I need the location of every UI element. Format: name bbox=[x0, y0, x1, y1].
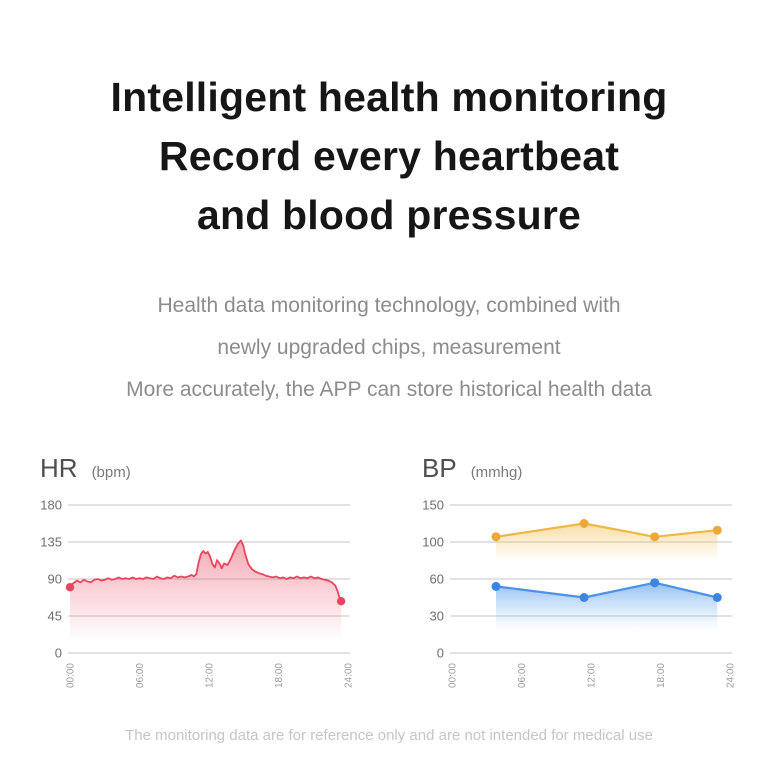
x-axis-tick-label: 06:00 bbox=[135, 663, 146, 688]
x-axis-tick-label: 18:00 bbox=[274, 663, 285, 688]
diastolic-point bbox=[712, 593, 722, 602]
heart-rate-area bbox=[70, 540, 342, 641]
y-axis-tick-label: 45 bbox=[48, 609, 62, 624]
y-axis-tick-label: 180 bbox=[40, 498, 62, 513]
y-axis-tick-label: 150 bbox=[422, 498, 444, 513]
page-subtitle: Health data monitoring technology, combi… bbox=[0, 285, 778, 411]
charts-row: HR (bpm) 180 135 90 45 0 00:00 06:00 12:00 18:00… bbox=[0, 453, 778, 697]
x-axis-tick-label: 24:00 bbox=[344, 663, 355, 688]
systolic-point bbox=[491, 532, 501, 542]
title-line-2: Record every heartbeat bbox=[158, 133, 620, 179]
systolic-line bbox=[494, 522, 719, 538]
y-axis-tick-label: 30 bbox=[430, 609, 444, 624]
x-axis-tick-label: 18:00 bbox=[656, 663, 667, 688]
diastolic-point bbox=[491, 581, 501, 591]
x-axis-tick-label: 24:00 bbox=[726, 663, 737, 688]
subtitle-line-2: newly upgraded chips, measurement bbox=[217, 336, 561, 359]
blood-pressure-chart: BP (mmhg) 150 100 60 30 0 00:00 06:00 12:00 18:0… bbox=[416, 453, 746, 697]
bp-chart-header: BP (mmhg) bbox=[416, 453, 746, 485]
title-line-3: and blood pressure bbox=[196, 192, 582, 238]
systolic-point bbox=[650, 532, 660, 542]
x-axis-tick-label: 06:00 bbox=[517, 663, 528, 688]
y-axis-tick-label: 60 bbox=[430, 572, 444, 587]
diastolic-point bbox=[650, 578, 660, 588]
subtitle-line-3: More accurately, the APP can store histo… bbox=[126, 378, 652, 401]
systolic-area bbox=[496, 523, 718, 561]
y-axis-tick-label: 135 bbox=[40, 535, 62, 550]
hr-chart-header: HR (bpm) bbox=[34, 453, 364, 485]
bp-chart-title: BP bbox=[422, 453, 457, 483]
heart-rate-line bbox=[69, 539, 342, 603]
page-title: Intelligent health monitoring Record eve… bbox=[0, 0, 778, 245]
x-axis-tick-label: 00:00 bbox=[66, 663, 77, 688]
x-axis-tick-label: 12:00 bbox=[205, 663, 216, 688]
diastolic-area bbox=[496, 582, 718, 631]
x-axis-tick-label: 00:00 bbox=[448, 663, 459, 688]
hr-chart-unit: (bpm) bbox=[91, 464, 131, 481]
subtitle-line-1: Health data monitoring technology, combi… bbox=[157, 294, 621, 317]
disclaimer-text: The monitoring data are for reference on… bbox=[125, 727, 653, 744]
heart-rate-point bbox=[336, 597, 346, 606]
bp-chart-unit: (mmhg) bbox=[470, 464, 523, 481]
bp-area-chart: 150 100 60 30 0 00:00 06:00 12:00 18:00 24:00 bbox=[422, 498, 737, 689]
hr-area-chart: 180 135 90 45 0 00:00 06:00 12:00 18:00 24:00 bbox=[40, 498, 355, 689]
systolic-point bbox=[712, 525, 722, 535]
y-axis-tick-label: 100 bbox=[422, 535, 444, 550]
hr-chart-title: HR bbox=[40, 453, 78, 483]
heart-rate-point bbox=[65, 583, 75, 592]
y-axis-tick-label: 0 bbox=[437, 646, 444, 661]
diastolic-point bbox=[579, 593, 589, 602]
title-line-1: Intelligent health monitoring bbox=[110, 74, 668, 120]
x-axis-tick-label: 12:00 bbox=[587, 663, 598, 688]
systolic-point bbox=[579, 519, 589, 528]
diastolic-line bbox=[494, 581, 719, 599]
heart-rate-chart: HR (bpm) 180 135 90 45 0 00:00 06:00 12:00 18:00… bbox=[34, 453, 364, 697]
y-axis-tick-label: 0 bbox=[55, 646, 62, 661]
y-axis-tick-label: 90 bbox=[48, 572, 62, 587]
